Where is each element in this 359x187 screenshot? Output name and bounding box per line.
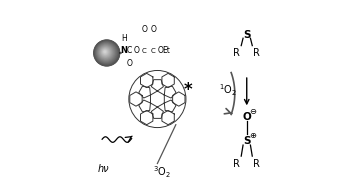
Text: S: S	[243, 136, 251, 146]
Text: R: R	[233, 48, 240, 58]
Circle shape	[101, 48, 110, 57]
Text: R: R	[233, 159, 240, 168]
Text: S: S	[243, 30, 251, 39]
Circle shape	[96, 42, 117, 63]
Text: R: R	[253, 159, 260, 168]
Text: O: O	[150, 24, 156, 33]
Text: R: R	[253, 48, 260, 58]
Text: C: C	[151, 48, 156, 54]
Text: O: O	[134, 46, 140, 55]
Circle shape	[95, 42, 117, 64]
Text: C: C	[127, 46, 132, 55]
Circle shape	[98, 44, 115, 61]
Text: ⊕: ⊕	[250, 131, 257, 140]
Circle shape	[94, 40, 120, 66]
Text: H: H	[121, 34, 127, 43]
Text: *: *	[183, 82, 192, 99]
Circle shape	[129, 70, 186, 128]
Circle shape	[104, 51, 106, 52]
Circle shape	[102, 49, 108, 55]
Circle shape	[103, 50, 107, 54]
Circle shape	[94, 41, 119, 65]
Text: $^1$O$_2$: $^1$O$_2$	[219, 82, 237, 98]
Circle shape	[102, 48, 109, 56]
Text: C: C	[142, 48, 146, 54]
Text: N: N	[120, 46, 127, 55]
Circle shape	[99, 45, 113, 59]
Text: $^3$O$_2$: $^3$O$_2$	[153, 164, 171, 180]
Circle shape	[95, 41, 118, 65]
Circle shape	[97, 44, 115, 62]
Text: O: O	[157, 46, 163, 55]
Text: O: O	[242, 112, 251, 122]
Circle shape	[103, 49, 108, 55]
Circle shape	[98, 45, 114, 60]
Circle shape	[104, 50, 106, 53]
Circle shape	[99, 46, 112, 59]
Text: Et: Et	[162, 46, 170, 55]
Circle shape	[101, 47, 111, 57]
Text: O: O	[126, 59, 132, 68]
Text: hν: hν	[97, 164, 109, 174]
Circle shape	[97, 43, 116, 62]
Text: O: O	[141, 24, 147, 33]
Text: ⊖: ⊖	[250, 107, 257, 117]
Circle shape	[100, 46, 112, 58]
